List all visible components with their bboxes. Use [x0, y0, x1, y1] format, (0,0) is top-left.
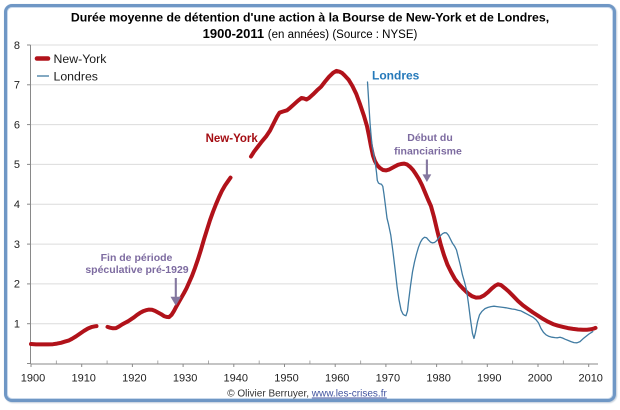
- svg-text:Durée moyenne de détention d'u: Durée moyenne de détention d'une action …: [71, 11, 549, 25]
- svg-text:6: 6: [14, 119, 20, 131]
- svg-text:Londres: Londres: [54, 69, 98, 83]
- svg-text:1930: 1930: [173, 373, 197, 385]
- svg-text:2010: 2010: [578, 373, 602, 385]
- svg-text:© Olivier Berruyer, www.les-cr: © Olivier Berruyer, www.les-crises.fr: [227, 389, 387, 400]
- svg-text:Début du: Début du: [407, 132, 453, 144]
- svg-text:1960: 1960: [325, 373, 349, 385]
- svg-text:Londres: Londres: [372, 68, 420, 82]
- svg-text:1: 1: [14, 319, 20, 331]
- svg-text:1950: 1950: [274, 373, 298, 385]
- svg-text:Fin de période: Fin de période: [101, 252, 173, 264]
- svg-text:1900-2011 (en années) (Source: 1900-2011 (en années) (Source : NYSE): [203, 26, 418, 41]
- svg-text:1940: 1940: [224, 373, 248, 385]
- svg-text:1980: 1980: [426, 373, 450, 385]
- svg-text:1920: 1920: [122, 373, 146, 385]
- svg-text:2000: 2000: [528, 373, 552, 385]
- svg-text:5: 5: [14, 159, 20, 171]
- svg-text:7: 7: [14, 80, 20, 92]
- svg-text:3: 3: [14, 239, 20, 251]
- svg-text:New-York: New-York: [54, 52, 108, 66]
- svg-text:New-York: New-York: [206, 133, 259, 145]
- svg-text:financiarisme: financiarisme: [394, 146, 462, 158]
- svg-text:1990: 1990: [477, 373, 501, 385]
- svg-text:1970: 1970: [376, 373, 400, 385]
- svg-text:1910: 1910: [71, 373, 95, 385]
- svg-text:8: 8: [14, 40, 20, 52]
- svg-text:spéculative pré-1929: spéculative pré-1929: [85, 264, 188, 276]
- svg-text:1900: 1900: [21, 373, 45, 385]
- svg-text:4: 4: [14, 199, 20, 211]
- svg-text:2: 2: [14, 279, 20, 291]
